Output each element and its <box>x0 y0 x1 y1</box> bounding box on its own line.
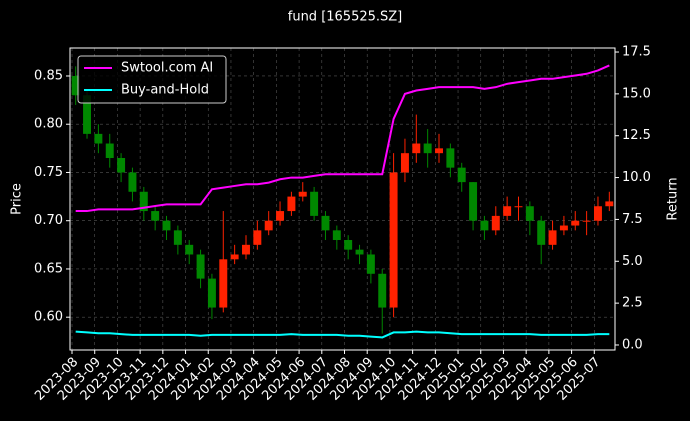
candle-body <box>162 220 171 231</box>
candle-body <box>332 230 341 241</box>
candle-body <box>525 206 534 221</box>
y2-tick-label: 7.5 <box>622 212 643 227</box>
chart-title: fund [165525.SZ] <box>288 10 403 25</box>
candle-body <box>389 172 398 308</box>
candle-body <box>548 230 557 245</box>
y-tick-label: 0.70 <box>34 213 63 228</box>
candle-body <box>537 220 546 245</box>
legend-label: Swtool.com AI <box>121 61 213 76</box>
candle-body <box>412 143 421 154</box>
y2-axis-label: Return <box>666 177 681 220</box>
y-tick-label: 0.65 <box>34 261 63 276</box>
series-line <box>75 330 610 339</box>
candle-body <box>582 220 591 222</box>
candle-body <box>559 225 568 231</box>
candle-body <box>253 230 262 245</box>
candle-body <box>503 206 512 216</box>
candle-body <box>139 191 148 212</box>
candle-body <box>128 172 137 192</box>
candle-body <box>298 191 307 197</box>
y-tick-label: 0.60 <box>34 310 63 325</box>
candle-body <box>230 254 239 260</box>
series-line <box>75 64 610 213</box>
legend-box <box>77 55 227 104</box>
candle-body <box>400 153 409 173</box>
candle-body <box>196 254 205 279</box>
candle-body <box>151 211 160 221</box>
candle-body <box>514 206 523 208</box>
candle-body <box>571 220 580 226</box>
candle-body <box>207 278 216 308</box>
candle-body <box>219 259 228 308</box>
candle-body <box>423 143 432 154</box>
y2-tick-label: 17.5 <box>622 45 651 60</box>
candle-body <box>366 254 375 274</box>
candle-body <box>469 182 478 221</box>
candle-body <box>83 95 92 134</box>
candle-body <box>264 220 273 231</box>
candle-body <box>242 244 250 255</box>
y-tick-label: 0.75 <box>34 165 63 180</box>
candle-body <box>117 157 126 173</box>
legend-label: Buy-and-Hold <box>121 83 209 98</box>
candle-body <box>94 133 103 144</box>
candle-body <box>605 201 614 207</box>
candle-body <box>446 148 455 168</box>
candle-body <box>355 249 364 255</box>
y-tick-label: 0.80 <box>34 117 63 132</box>
y2-tick-label: 12.5 <box>622 128 651 143</box>
candle-body <box>321 215 330 231</box>
candle-body <box>287 196 296 212</box>
y2-tick-label: 10.0 <box>622 170 651 185</box>
candle-body <box>71 75 80 96</box>
candle-body <box>185 244 194 255</box>
candle-body <box>378 273 387 308</box>
candle-body <box>310 191 319 216</box>
y2-tick-label: 0.0 <box>622 337 643 352</box>
y2-tick-label: 15.0 <box>622 86 651 101</box>
candle-body <box>491 215 500 231</box>
candle-body <box>480 220 489 231</box>
candle-body <box>457 167 466 183</box>
candle-body <box>105 143 114 158</box>
y-axis-label: Price <box>10 183 25 215</box>
candle-body <box>276 211 285 221</box>
plot-frame <box>69 47 616 351</box>
y-tick-label: 0.85 <box>34 68 63 83</box>
candle-body <box>173 230 182 245</box>
y2-tick-label: 5.0 <box>622 254 643 269</box>
candle-body <box>435 148 443 154</box>
y2-tick-label: 2.5 <box>622 296 643 311</box>
candle-body <box>593 206 602 221</box>
candle-body <box>344 240 353 250</box>
